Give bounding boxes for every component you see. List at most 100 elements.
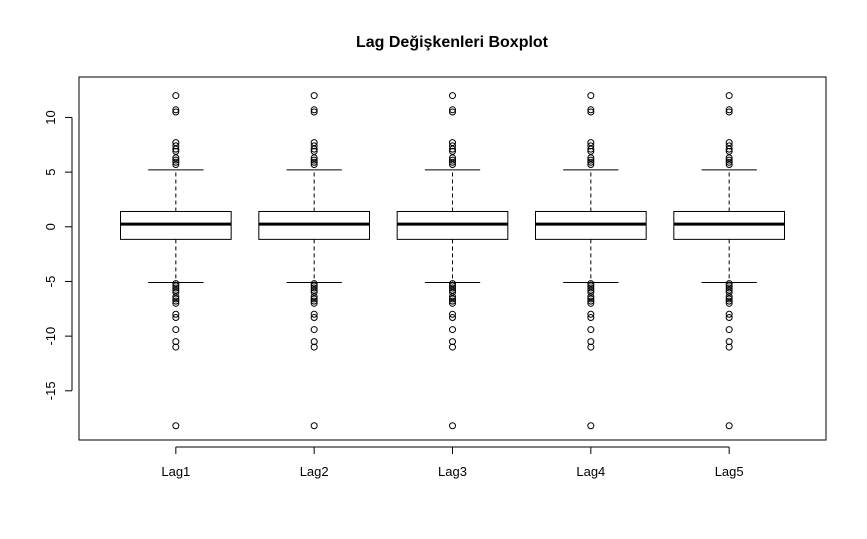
lag2-outlier: [310, 338, 318, 346]
lag1-outlier: [172, 92, 180, 100]
lag5-outlier: [725, 293, 733, 301]
lag2-outlier: [310, 326, 318, 334]
lag5-outlier: [725, 310, 733, 318]
lag4-outlier: [587, 92, 595, 100]
x-tick-label: Lag1: [161, 464, 190, 479]
lag3-outlier: [449, 288, 456, 296]
lag4-outlier: [587, 160, 595, 168]
lag3-outlier: [449, 343, 456, 351]
lag2-outlier: [310, 160, 318, 168]
lag2-outlier: [310, 422, 318, 430]
lag2-outlier: [310, 154, 318, 162]
lag4-outlier: [587, 156, 595, 164]
lag2-outlier: [310, 142, 318, 150]
lag5-outlier: [725, 139, 733, 147]
plot-frame: [78, 76, 827, 441]
lag2-outlier: [310, 288, 318, 296]
lag5-outlier: [725, 338, 733, 346]
lag3-outlier: [449, 295, 456, 303]
lag5-outlier: [725, 142, 733, 150]
lag3-outlier: [449, 310, 456, 318]
lag5-outlier: [725, 106, 733, 114]
lag5-outlier: [725, 326, 733, 334]
lag1-outlier: [172, 299, 180, 307]
lag3-outlier: [449, 293, 456, 301]
y-tick-label: 10: [43, 110, 58, 124]
lag5-outlier: [725, 314, 733, 322]
x-tick-label: Lag2: [300, 464, 329, 479]
lag4-outlier: [587, 286, 595, 294]
lag3-outlier: [449, 158, 456, 166]
lag2-outlier: [310, 108, 318, 116]
lag2-outlier: [310, 293, 318, 301]
lag2-outlier: [310, 280, 318, 288]
lag1-outlier: [172, 108, 180, 116]
lag5-outlier: [725, 145, 733, 153]
chart-title: Lag Değişkenleri Boxplot: [356, 34, 549, 51]
lag4-outlier: [587, 297, 595, 305]
lag5-outlier: [725, 299, 733, 307]
lag5-outlier: [725, 158, 733, 166]
lag2-outlier: [310, 286, 318, 294]
lag1-outlier: [172, 310, 180, 318]
lag5-outlier: [725, 343, 733, 351]
lag3-outlier: [449, 147, 456, 155]
lag2-outlier: [310, 314, 318, 322]
lag3-outlier: [449, 280, 456, 288]
lag1-outlier: [172, 326, 180, 334]
lag4-outlier: [587, 326, 595, 334]
lag1-outlier: [172, 295, 180, 303]
lag4-outlier: [587, 154, 595, 162]
lag2-outlier: [310, 297, 318, 305]
lag2-outlier: [310, 295, 318, 303]
lag1-outlier: [172, 145, 180, 153]
lag3-outlier: [449, 338, 456, 346]
lag1-outlier: [172, 139, 180, 147]
lag1-outlier: [172, 297, 180, 305]
lag5-outlier: [725, 280, 733, 288]
lag3-outlier: [449, 422, 456, 430]
lag4-outlier: [587, 284, 595, 292]
lag3-outlier: [449, 142, 456, 150]
lag1-outlier: [172, 106, 180, 114]
lag5-outlier: [725, 92, 733, 100]
lag5-outlier: [725, 160, 733, 168]
lag4-outlier: [587, 158, 595, 166]
lag4-outlier: [587, 295, 595, 303]
lag4-outlier: [587, 343, 595, 351]
lag4-outlier: [587, 338, 595, 346]
lag3-outlier: [449, 284, 456, 292]
y-tick-label: 5: [43, 169, 58, 176]
lag5-outlier: [725, 297, 733, 305]
lag2-outlier: [310, 92, 318, 100]
lag1-outlier: [172, 422, 180, 430]
lag2-outlier: [310, 106, 318, 114]
lag3-outlier: [449, 106, 456, 114]
lag3-outlier: [449, 297, 456, 305]
lag2-outlier: [310, 158, 318, 166]
lag2-outlier: [310, 147, 318, 155]
lag1-outlier: [172, 288, 180, 296]
lag5-outlier: [725, 108, 733, 116]
lag3-outlier: [449, 326, 456, 334]
lag1-outlier: [172, 338, 180, 346]
lag1-outlier: [172, 286, 180, 294]
lag1-outlier: [172, 314, 180, 322]
lag1-outlier: [172, 280, 180, 288]
lag3-outlier: [449, 154, 456, 162]
lag4-outlier: [587, 422, 595, 430]
plot-area: -15 -10 -5 0 5 10 Lag1 Lag2 Lag3 Lag4 Lag5: [43, 76, 827, 479]
lag5-outlier: [725, 147, 733, 155]
lag5-outlier: [725, 282, 733, 290]
lag2-outlier: [310, 156, 318, 164]
lag1-outlier: [172, 147, 180, 155]
lag5-outlier: [725, 295, 733, 303]
y-tick-label: -5: [43, 276, 58, 288]
lag1-outlier: [172, 293, 180, 301]
lag4-outlier: [587, 293, 595, 301]
lag4-outlier: [587, 106, 595, 114]
lag5-outlier: [725, 284, 733, 292]
lag4-outlier: [587, 282, 595, 290]
lag1-outlier: [172, 282, 180, 290]
